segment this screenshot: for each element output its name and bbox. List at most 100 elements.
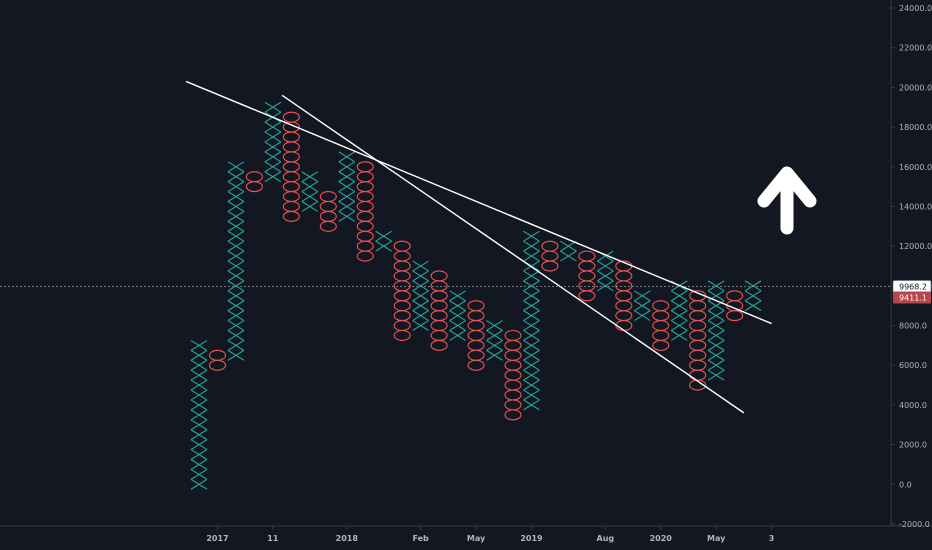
x-box xyxy=(486,320,503,331)
pnf-column-14 xyxy=(430,270,448,351)
x-tick-label: 3 xyxy=(769,534,775,543)
x-box xyxy=(338,161,356,173)
x-box xyxy=(707,349,725,361)
x-box xyxy=(227,339,245,351)
o-box xyxy=(319,191,337,203)
pnf-column-7 xyxy=(301,171,319,212)
x-box xyxy=(707,280,725,292)
x-box xyxy=(264,131,282,143)
x-box xyxy=(412,320,429,331)
crosshair-price-label: 9968.2 xyxy=(899,282,927,291)
x-box xyxy=(190,349,208,361)
x-box xyxy=(227,220,245,232)
x-box xyxy=(227,300,245,312)
x-box xyxy=(227,230,245,242)
x-box xyxy=(633,300,651,312)
pnf-column-20 xyxy=(541,240,559,272)
y-tick-label: 4000.0 xyxy=(899,401,927,410)
pnf-column-17 xyxy=(486,320,503,361)
x-box xyxy=(523,320,540,331)
x-tick-label: Aug xyxy=(597,534,615,543)
x-box xyxy=(190,369,208,381)
x-box xyxy=(597,260,614,272)
x-box xyxy=(301,201,319,212)
x-box xyxy=(227,161,245,173)
x-box xyxy=(264,171,282,183)
pnf-column-1 xyxy=(190,339,208,490)
x-box xyxy=(597,270,614,282)
y-tick-label: 8000.0 xyxy=(899,322,927,331)
x-box xyxy=(227,310,245,322)
x-box xyxy=(190,429,208,441)
x-box xyxy=(301,171,319,183)
x-box xyxy=(412,300,429,312)
pnf-column-9 xyxy=(338,151,356,222)
x-box xyxy=(523,280,540,292)
x-box xyxy=(523,399,540,411)
x-box xyxy=(264,141,282,153)
x-box xyxy=(597,280,614,292)
y-tick-label: 24000.0 xyxy=(899,4,932,13)
y-tick-label: 6000.0 xyxy=(899,361,927,370)
x-box xyxy=(670,300,688,312)
time-axis[interactable]: 2017 11 2018 Feb May 2019 Aug 2020 May 3 xyxy=(206,526,774,543)
pnf-column-26 xyxy=(652,300,670,351)
pnf-column-8 xyxy=(319,191,337,232)
x-box xyxy=(670,310,688,322)
x-box xyxy=(227,240,245,252)
x-box xyxy=(190,339,208,351)
o-box xyxy=(356,161,374,173)
x-box xyxy=(338,181,356,193)
pnf-column-11 xyxy=(375,230,392,252)
x-box xyxy=(227,320,245,331)
x-tick-label: Feb xyxy=(412,534,429,543)
x-box xyxy=(412,290,429,302)
x-box xyxy=(486,339,503,351)
y-tick-label: 18000.0 xyxy=(899,123,932,132)
x-box xyxy=(449,330,466,341)
trendline-2[interactable] xyxy=(281,94,745,414)
x-box xyxy=(190,468,208,480)
x-box xyxy=(523,339,540,351)
x-box xyxy=(227,280,245,292)
x-box xyxy=(412,260,429,272)
y-tick-label: 0.0 xyxy=(899,480,912,489)
x-box xyxy=(338,191,356,202)
pnf-column-10 xyxy=(356,161,374,262)
x-box xyxy=(412,310,429,322)
x-box xyxy=(523,230,540,242)
o-box xyxy=(430,270,448,282)
x-box xyxy=(227,260,245,272)
pnf-column-29 xyxy=(707,280,725,381)
pnf-column-21 xyxy=(560,240,577,262)
x-box xyxy=(670,320,688,331)
x-box xyxy=(338,201,356,212)
x-box xyxy=(707,369,725,381)
price-axis[interactable]: 24000.0 22000.0 20000.0 18000.0 16000.0 14000… xyxy=(891,4,932,529)
x-box xyxy=(190,359,208,371)
x-box xyxy=(560,240,577,252)
x-box xyxy=(633,290,651,302)
trendline-1[interactable] xyxy=(185,80,772,325)
o-box xyxy=(504,329,522,341)
x-box xyxy=(190,419,208,431)
x-box xyxy=(227,330,245,341)
pnf-column-22 xyxy=(578,250,596,302)
x-box xyxy=(227,181,245,193)
y-tick-label: 22000.0 xyxy=(899,44,932,53)
x-box xyxy=(523,310,540,322)
x-box xyxy=(560,250,577,262)
x-box xyxy=(486,330,503,341)
x-box xyxy=(338,171,356,183)
y-tick-label: -2000.0 xyxy=(899,520,930,529)
x-box xyxy=(633,310,651,322)
x-box xyxy=(301,181,319,193)
x-box xyxy=(670,290,688,302)
y-tick-label: 12000.0 xyxy=(899,242,932,251)
x-box xyxy=(744,290,762,302)
pnf-column-25 xyxy=(633,290,651,322)
price-tags: 9968.2 9411.1 xyxy=(892,280,932,304)
pnf-column-18 xyxy=(504,329,522,421)
pnf-column-12 xyxy=(393,240,411,341)
